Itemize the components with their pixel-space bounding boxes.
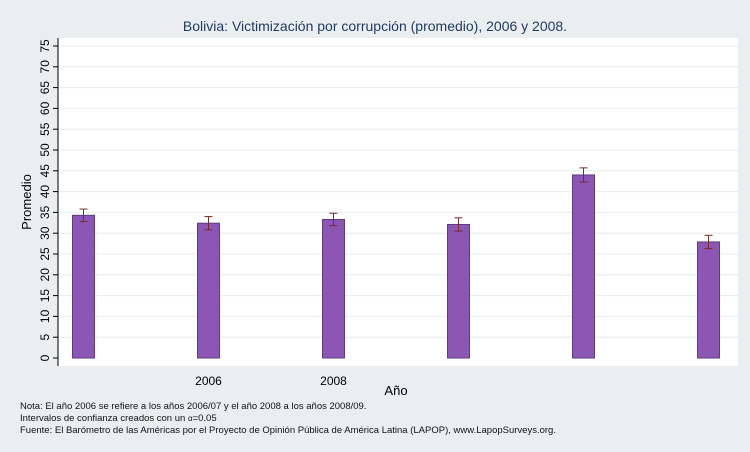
bar (447, 223, 470, 359)
bar (72, 214, 95, 359)
x-tick-label: 2008 (320, 374, 347, 388)
y-tick-label: 35 (38, 205, 52, 219)
y-tick-label: 5 (38, 334, 52, 341)
bar (322, 218, 345, 359)
y-tick-label: 15 (38, 289, 52, 303)
y-tick-label: 60 (38, 101, 52, 115)
plot-area (58, 38, 738, 366)
bar (697, 241, 720, 359)
y-tick-label: 25 (38, 247, 52, 261)
y-axis-ticks: 0 5 10 15 20 25 30 35 40 45 50 55 60 65 70 75 (38, 39, 58, 361)
note-line-3: Fuente: El Barómetro de las Américas por… (20, 425, 556, 436)
bar (197, 222, 220, 359)
note-line-2: Intervalos de confianza creados con un α… (20, 413, 217, 424)
x-axis-tick-labels: 2006 2008 (195, 374, 347, 388)
y-tick-label: 0 (38, 354, 52, 361)
chart-notes: Nota: El año 2006 se refiere a los años … (20, 401, 556, 437)
y-tick-label: 10 (38, 309, 52, 323)
y-tick-label: 75 (38, 39, 52, 53)
y-tick-label: 70 (38, 60, 52, 74)
y-tick-label: 55 (38, 122, 52, 136)
x-tick-label: 2006 (195, 374, 222, 388)
alpha-symbol: α (187, 414, 193, 423)
bars (72, 167, 720, 359)
gridlines (58, 45, 738, 338)
y-tick-label: 65 (38, 81, 52, 95)
y-axis-label: Promedio (19, 174, 34, 230)
y-tick-label: 40 (38, 185, 52, 199)
y-tick-label: 45 (38, 164, 52, 178)
x-axis-label: Año (384, 383, 407, 398)
y-tick-label: 50 (38, 143, 52, 157)
y-tick-label: 20 (38, 268, 52, 282)
note-line-1: Nota: El año 2006 se refiere a los años … (20, 401, 367, 412)
bar (572, 174, 595, 359)
chart-title: Bolivia: Victimización por corrupción (p… (183, 18, 567, 34)
y-tick-label: 30 (38, 226, 52, 240)
